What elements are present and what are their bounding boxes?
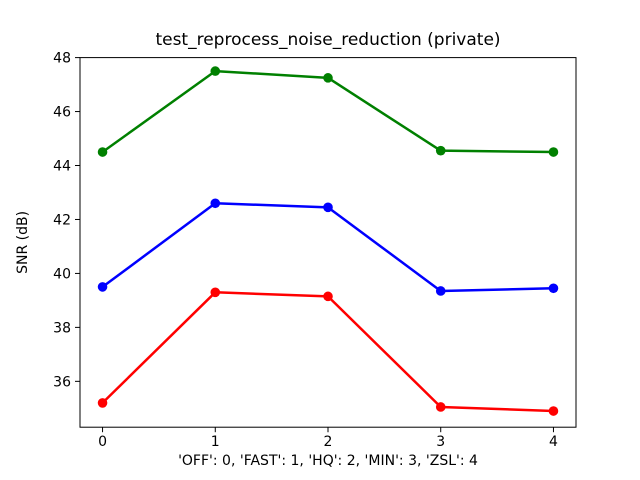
series-green-marker (97, 147, 108, 157)
series-red-marker (323, 291, 333, 302)
series-blue-marker (435, 286, 446, 296)
series-red-marker (548, 406, 559, 416)
series-red-marker (210, 287, 221, 298)
x-tick-label: 3 (436, 434, 445, 450)
y-tick-label: 38 (53, 320, 71, 336)
y-tick-label: 36 (53, 374, 71, 390)
x-tick-label: 2 (324, 434, 333, 450)
y-tick-label: 44 (53, 159, 71, 175)
y-tick-label: 46 (53, 105, 71, 121)
x-axis-label: 'OFF': 0, 'FAST': 1, 'HQ': 2, 'MIN': 3, … (178, 453, 478, 469)
series-red-line (101, 291, 555, 413)
y-tick-label: 40 (53, 266, 71, 282)
x-tick-label: 1 (211, 434, 220, 450)
chart-title: test_reprocess_noise_reduction (private) (155, 30, 500, 50)
series-red-marker (435, 402, 446, 412)
series-green-marker (323, 73, 333, 83)
y-tick-label: 48 (53, 51, 71, 67)
series-blue-marker (548, 283, 559, 294)
series-green-marker (210, 66, 221, 76)
series-red-marker (97, 398, 108, 408)
series-blue-marker (323, 202, 333, 213)
series-blue-marker (97, 282, 108, 292)
series-blue-line (101, 202, 555, 293)
x-tick-label: 4 (549, 434, 558, 450)
series-blue-marker (210, 198, 221, 209)
series-layer (97, 66, 559, 416)
axes-spines (79, 57, 577, 428)
series-green-line (101, 69, 555, 154)
series-green-marker (435, 145, 446, 156)
y-tick-label: 42 (53, 212, 71, 228)
y-axis-label: SNR (dB) (15, 211, 31, 274)
x-tick-label: 0 (98, 434, 107, 450)
series-green-marker (548, 147, 559, 157)
